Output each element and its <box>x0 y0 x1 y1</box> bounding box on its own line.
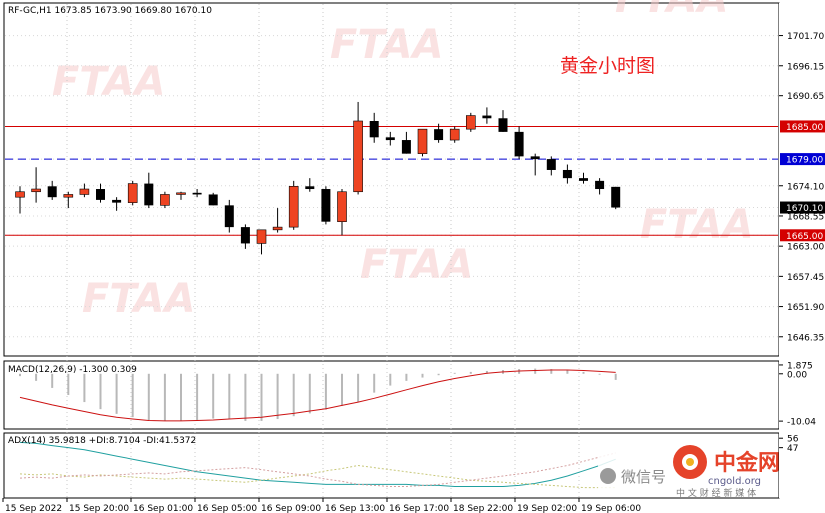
candle-body <box>321 189 331 222</box>
adx-y-tick-label: 47 <box>787 444 798 454</box>
candle-body <box>546 159 556 170</box>
adx-line-minus_di <box>19 452 616 487</box>
level-price-tag <box>780 229 825 242</box>
candle-body <box>385 137 395 141</box>
symbol-ohlc-header: RF-GC,H1 1673.85 1673.90 1669.80 1670.10 <box>8 6 212 16</box>
y-tick-label: 1668.55 <box>787 212 824 222</box>
y-tick-label: 1646.35 <box>787 333 824 343</box>
candle-body <box>611 186 621 208</box>
level-price-tag <box>780 120 825 133</box>
candle-body <box>353 120 363 193</box>
candle-body <box>192 192 202 195</box>
candle-body <box>176 192 186 195</box>
adx-line-adx <box>19 441 616 487</box>
level-price-label: 1685.00 <box>786 123 823 133</box>
x-tick-label: 15 Sep 2022 <box>5 504 62 513</box>
x-tick-label: 18 Sep 22:00 <box>453 504 513 513</box>
candle-body <box>96 189 105 200</box>
candle-body <box>79 188 90 195</box>
candle-body <box>369 121 379 138</box>
x-tick-label: 16 Sep 13:00 <box>325 504 385 513</box>
candle-body <box>240 227 250 244</box>
cngold-badge: 微信号 中金网 cngold.org 中 文 财 经 新 媒 体 <box>598 440 780 499</box>
candlesticks <box>15 101 621 255</box>
adx-y-tick-label: 56 <box>787 435 799 445</box>
candle-body <box>434 129 444 141</box>
candle-body <box>530 156 540 160</box>
y-tick-label: 1690.65 <box>787 92 824 102</box>
x-tick-label: 15 Sep 20:00 <box>69 504 129 513</box>
macd-signal-line <box>19 369 616 422</box>
candle-body <box>160 194 170 206</box>
wechat-text: 微信号 <box>621 468 666 486</box>
watermark-text: FTAA <box>615 0 728 22</box>
candle-body <box>498 118 508 132</box>
adx-label: ADX(14) 35.9818 +DI:8.7104 -DI:41.5372 <box>8 436 196 446</box>
candle-body <box>337 191 347 222</box>
candle-body <box>417 128 428 154</box>
macd-panel <box>19 368 617 422</box>
price-levels: 1685.00 1679.00 1665.00 <box>5 120 825 242</box>
x-tick-label: 16 Sep 05:00 <box>197 504 257 513</box>
macd-y-tick-label: 0.00 <box>787 370 807 380</box>
candle-body <box>112 199 122 203</box>
brand-name: 中金网 <box>714 450 780 476</box>
level-price-label: 1679.00 <box>786 156 823 166</box>
y-tick-label: 1657.45 <box>787 273 824 283</box>
candle-body <box>579 178 588 181</box>
y-tick-label: 1674.10 <box>787 182 824 192</box>
y-tick-label: 1663.00 <box>787 243 824 253</box>
watermark-text: FTAA <box>360 242 473 288</box>
panel-frames <box>3 2 825 499</box>
candle-body <box>465 115 476 130</box>
candle-body <box>305 186 315 190</box>
candle-body <box>514 131 524 157</box>
candle-body <box>63 194 74 198</box>
y-tick-label: 1701.70 <box>787 32 824 42</box>
adx-panel <box>19 441 616 489</box>
x-tick-label: 16 Sep 01:00 <box>133 504 193 513</box>
brand-site: cngold.org <box>708 476 761 487</box>
watermark-text: FTAA <box>82 276 195 322</box>
candle-body <box>127 183 138 203</box>
candle-body <box>15 191 25 198</box>
time-axis: 15 Sep 2022 15 Sep 20:00 16 Sep 01:00 16 Se… <box>2 498 641 513</box>
level-price-tag <box>780 153 825 166</box>
candle-body <box>256 229 267 244</box>
candle-body <box>144 183 154 206</box>
macd-y-tick-label: 1.875 <box>787 361 813 371</box>
chart-title: 黄金小时图 <box>560 55 655 77</box>
candle-body <box>449 128 460 141</box>
candle-body <box>288 186 299 228</box>
candle-body <box>47 186 57 198</box>
candle-body <box>482 115 492 119</box>
candle-body <box>208 194 218 206</box>
candle-body <box>401 140 411 154</box>
current-price-label: 1670.10 <box>786 204 823 214</box>
macd-y-tick-label: -10.04 <box>787 418 816 428</box>
wechat-icon <box>600 468 616 484</box>
candle-body <box>31 188 41 193</box>
y-tick-label: 1651.90 <box>787 303 824 313</box>
watermark-text: FTAA <box>52 59 165 105</box>
x-tick-label: 19 Sep 06:00 <box>581 504 641 513</box>
macd-label: MACD(12,26,9) -1.300 0.309 <box>8 365 137 375</box>
price-axis: 1701.70 1696.15 1690.65 1674.10 1670.101668.… <box>779 32 825 454</box>
x-tick-label: 16 Sep 17:00 <box>389 504 449 513</box>
watermark-text: FTAA <box>640 202 753 248</box>
watermarks: FTAAFTAAFTAAFTAAFTAAFTAA <box>52 0 753 322</box>
y-tick-label: 1696.15 <box>787 62 824 72</box>
brand-tagline: 中 文 财 经 新 媒 体 <box>676 487 756 499</box>
candle-body <box>595 180 605 190</box>
candle-body <box>272 226 283 231</box>
current-price-tag <box>780 201 825 214</box>
candle-body <box>562 169 572 179</box>
x-tick-label: 19 Sep 02:00 <box>517 504 577 513</box>
x-tick-label: 16 Sep 09:00 <box>261 504 321 513</box>
level-price-label: 1665.00 <box>786 232 823 242</box>
candle-body <box>224 205 234 228</box>
